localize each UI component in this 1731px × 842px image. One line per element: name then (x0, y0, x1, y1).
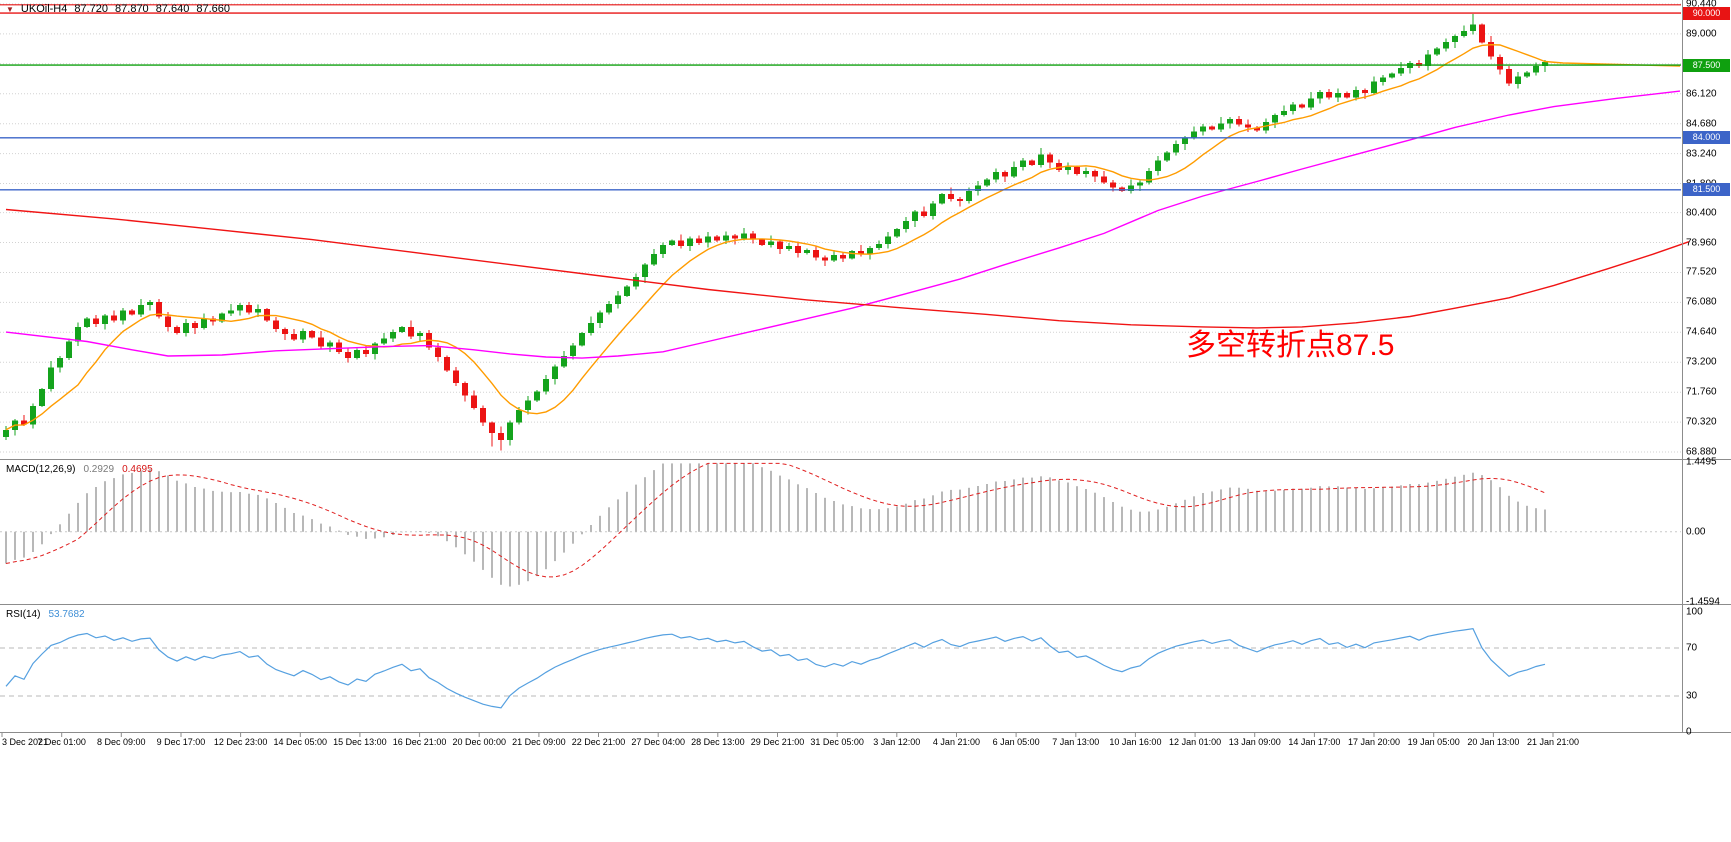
price-gridlines (0, 3, 1681, 453)
panel-frame-lines (0, 0, 1731, 737)
moving-average-lines (5, 43, 1690, 431)
candlestick-series (3, 14, 1548, 451)
rsi-panel-graphics (0, 628, 1681, 709)
macd-panel-graphics (0, 462, 1681, 587)
horizontal-price-lines (0, 4, 1681, 191)
